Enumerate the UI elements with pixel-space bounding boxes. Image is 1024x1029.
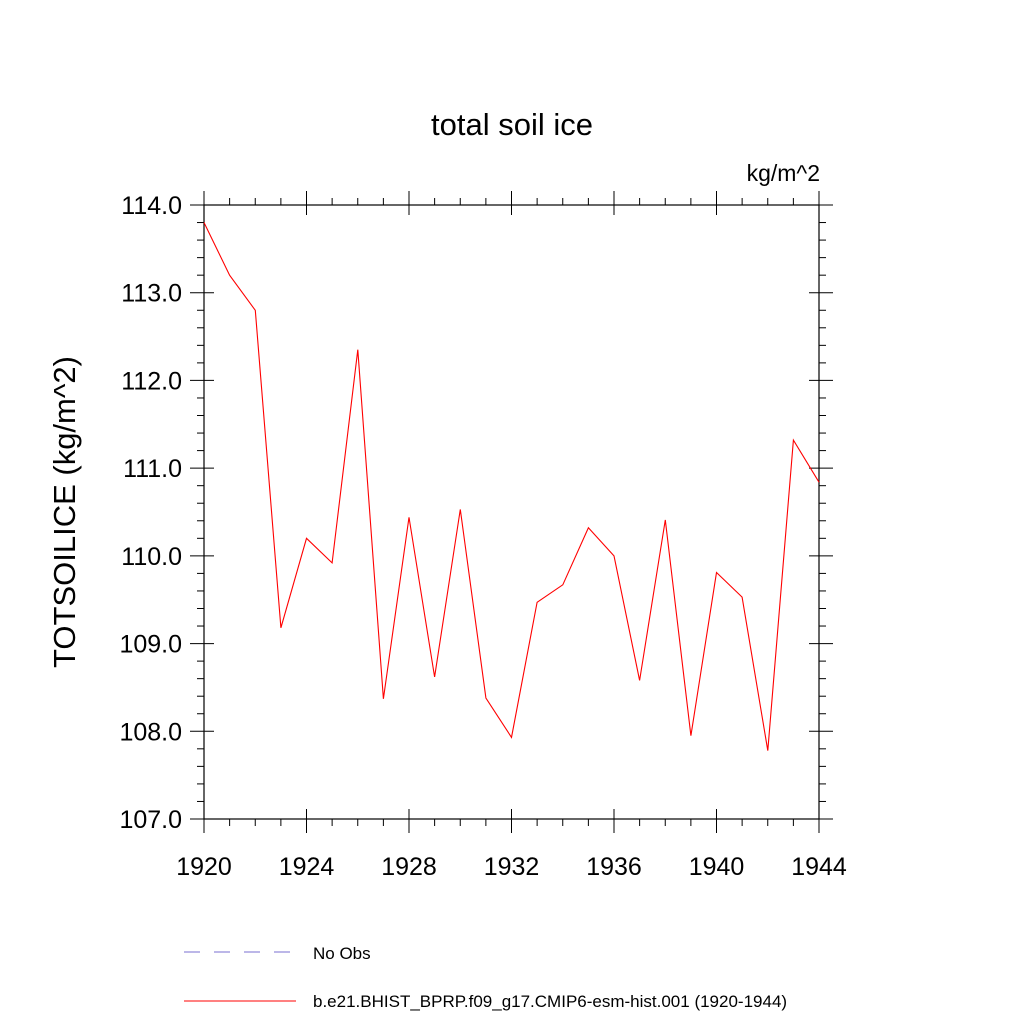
y-tick-label: 109.0	[119, 631, 182, 659]
x-tick-label: 1936	[586, 853, 642, 881]
x-tick-label: 1920	[176, 853, 232, 881]
axis-ticks	[190, 191, 833, 833]
y-tick-label: 108.0	[119, 718, 182, 746]
y-axis-label: TOTSOILICE (kg/m^2)	[47, 356, 82, 668]
legend-label-no-obs: No Obs	[313, 944, 371, 963]
y-tick-label: 112.0	[121, 367, 182, 395]
tick-labels: 1920 1924 1928 1932 1936 1940 1944 107.0 108.0 10…	[119, 192, 846, 881]
x-tick-label: 1928	[381, 853, 437, 881]
legend: No Obs b.e21.BHIST_BPRP.f09_g17.CMIP6-es…	[184, 944, 787, 1011]
y-tick-label: 111.0	[123, 455, 182, 483]
x-tick-label: 1944	[791, 853, 847, 881]
series-line-0	[203, 222, 820, 751]
x-tick-label: 1924	[279, 853, 335, 881]
legend-label-series: b.e21.BHIST_BPRP.f09_g17.CMIP6-esm-hist.…	[313, 992, 787, 1011]
y-tick-label: 114.0	[121, 192, 182, 220]
chart-title: total soil ice	[431, 107, 593, 142]
series-layer	[203, 222, 820, 751]
y-tick-label: 110.0	[121, 543, 182, 571]
plot-frame	[203, 204, 820, 820]
y-tick-label: 107.0	[119, 806, 182, 834]
y-tick-label: 113.0	[121, 280, 182, 308]
x-tick-label: 1932	[484, 853, 540, 881]
units-label: kg/m^2	[747, 160, 820, 186]
x-tick-label: 1940	[689, 853, 745, 881]
